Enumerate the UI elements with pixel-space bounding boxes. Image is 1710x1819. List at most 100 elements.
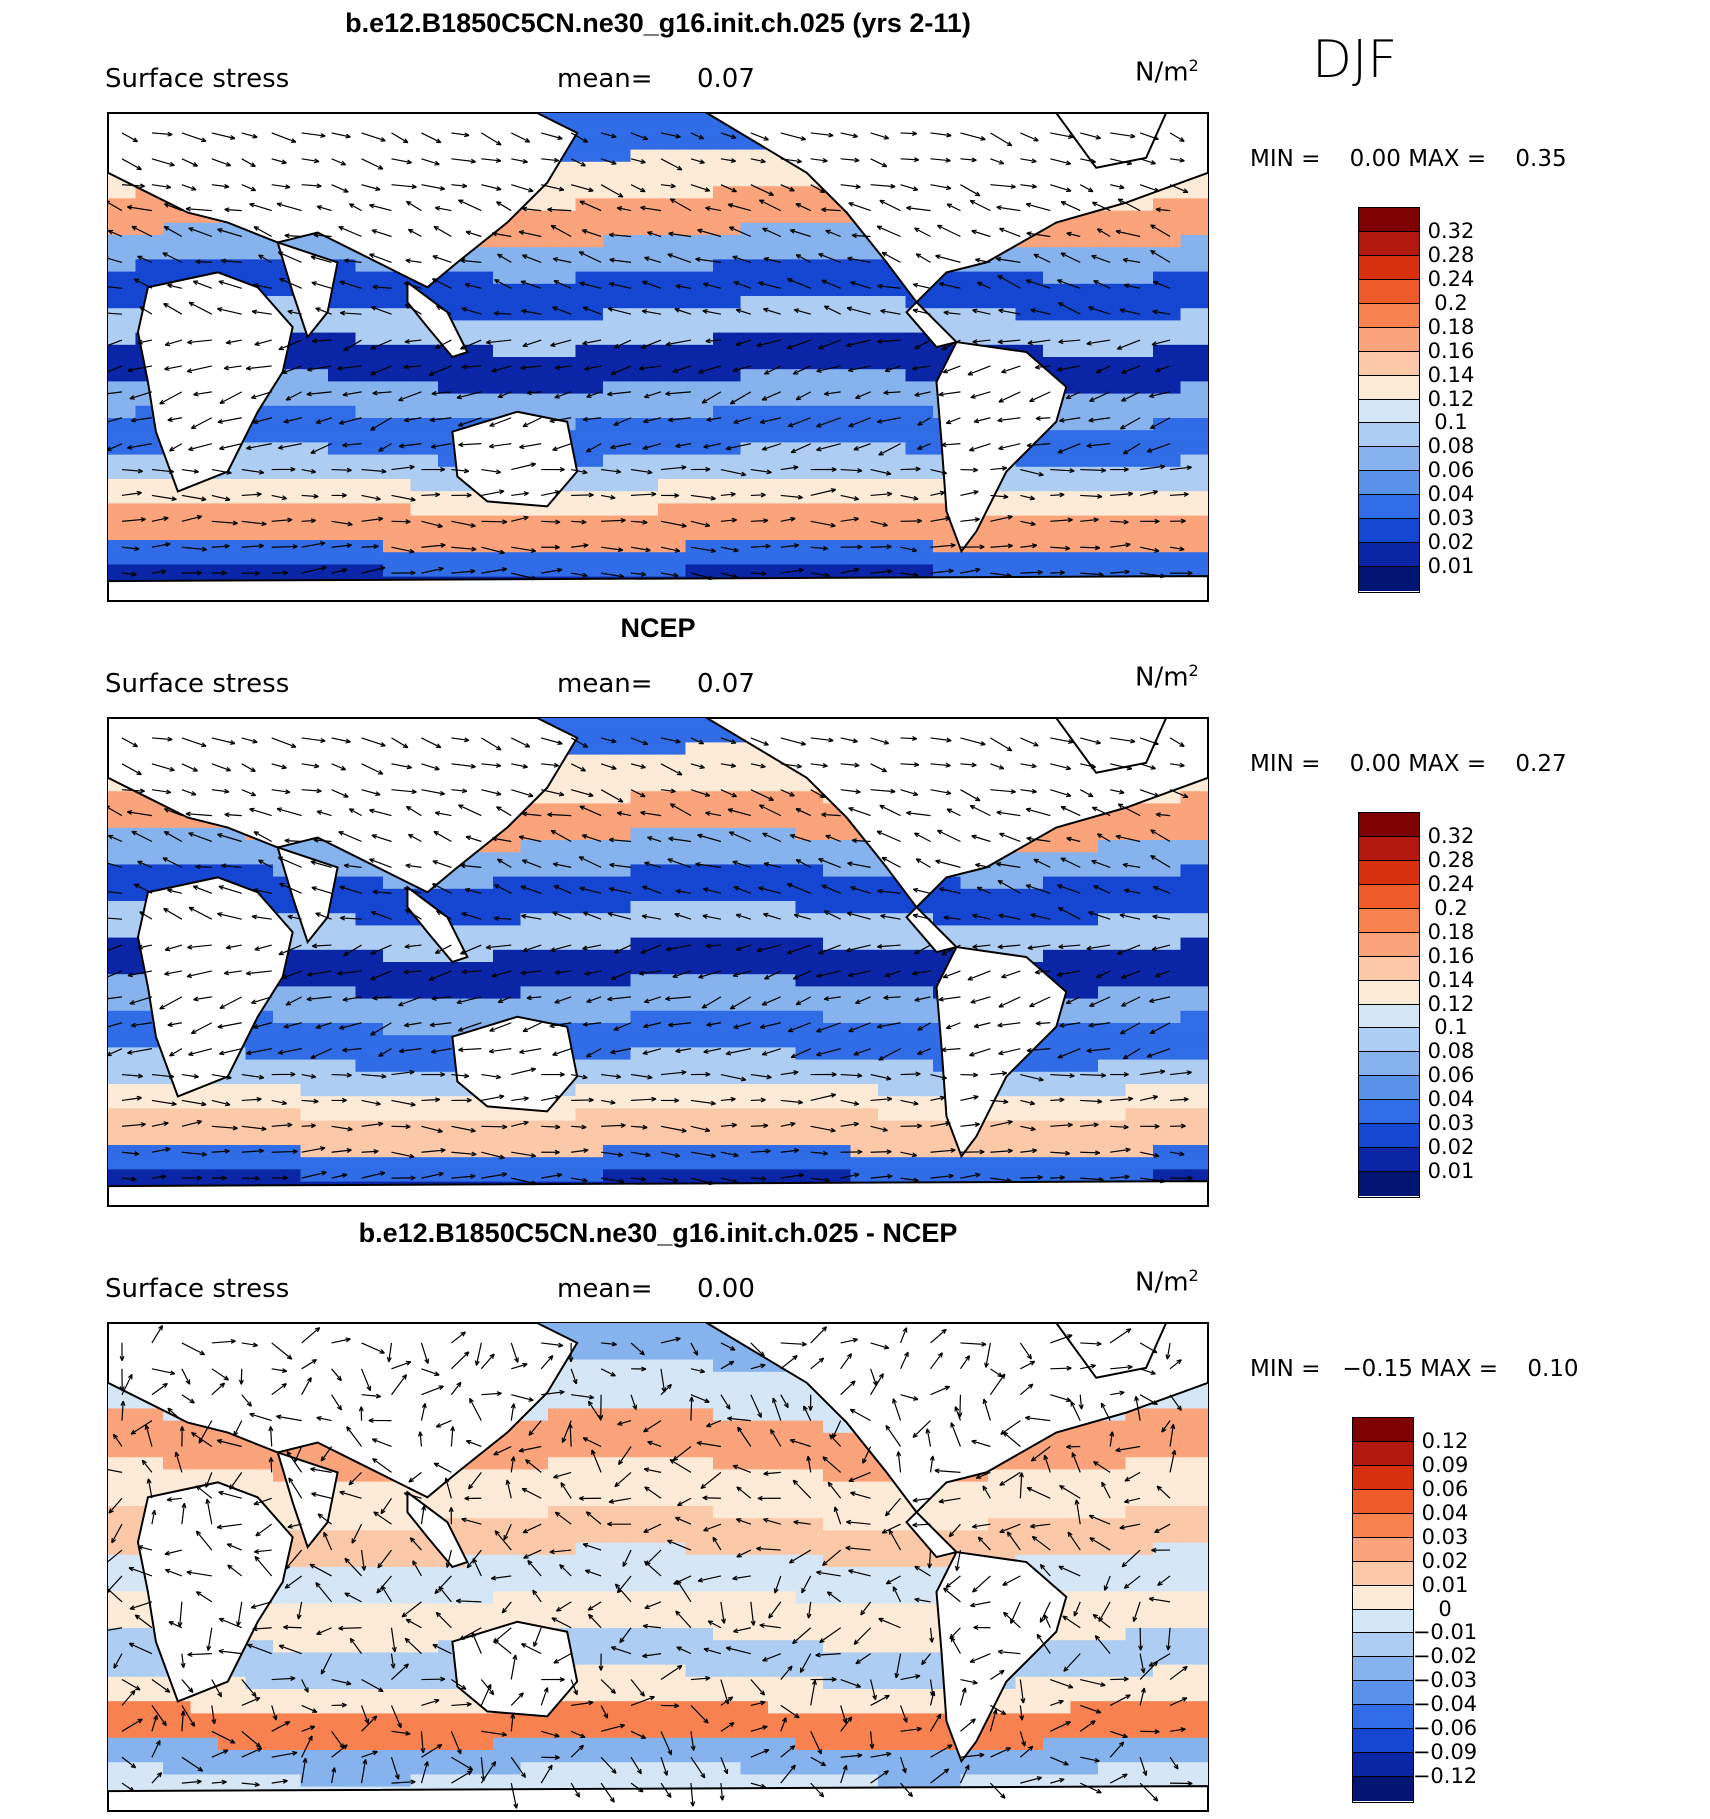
wind-vector-arrow (331, 184, 349, 193)
map-shading-cell (493, 1108, 522, 1122)
map-shading-cell (135, 503, 164, 517)
wind-vector-arrow (429, 417, 452, 423)
wind-vector-arrow (900, 466, 921, 472)
map-shading-cell (410, 381, 439, 395)
wind-vector-arrow (997, 879, 1021, 894)
wind-vector-arrow (279, 882, 302, 894)
map-shading-cell (520, 901, 549, 914)
wind-vector-arrow (481, 519, 508, 525)
map-shading-cell (1125, 840, 1154, 853)
map-shading-cell (630, 527, 659, 541)
map-shading-cell (163, 1132, 192, 1146)
map-shading-cell (658, 998, 687, 1012)
map-shading-cell (1043, 962, 1072, 975)
map-shading-cell (1015, 466, 1044, 480)
map-shading-cell (740, 1035, 769, 1048)
wind-vector-arrow (630, 468, 653, 475)
map-shading-cell (740, 852, 769, 865)
map-shading-cell (1125, 1145, 1154, 1158)
wind-vector-arrow (810, 488, 837, 497)
map-shading-cell (1180, 888, 1208, 902)
map-shading-cell (575, 161, 604, 175)
wind-vector-arrow (404, 338, 422, 344)
map-shading-cell (768, 405, 797, 419)
map-shading-cell (795, 852, 824, 865)
wind-vector-arrow (660, 465, 687, 471)
wind-vector-arrow (1149, 1022, 1171, 1035)
wind-vector-arrow (339, 915, 362, 921)
map-shading-cell (850, 864, 879, 878)
map-shading-cell (520, 283, 549, 297)
wind-vector-arrow (930, 516, 951, 522)
wind-vector-arrow (1152, 309, 1171, 315)
map-shading-cell (850, 1035, 879, 1048)
wind-vector-arrow (878, 443, 901, 456)
map-shading-cell (273, 491, 302, 504)
map-shading-cell (603, 515, 632, 529)
map-shading-cell (768, 1096, 797, 1109)
map-shading-cell (630, 901, 659, 914)
wind-vector-arrow (660, 492, 680, 498)
map-shading-cell (1153, 1420, 1182, 1434)
wind-vector-arrow (369, 417, 392, 431)
map-shading-cell (1015, 852, 1044, 865)
map-shading-cell (603, 803, 632, 817)
map-shading-cell (1098, 357, 1127, 370)
wind-vector-arrow (638, 970, 662, 976)
wind-vector-arrow (582, 911, 602, 920)
map-shading-cell (713, 320, 742, 334)
wind-vector-arrow (786, 883, 811, 894)
map-shading-cell (740, 949, 769, 963)
map-shading-cell (713, 901, 742, 914)
wind-vector-arrow (121, 158, 142, 171)
wind-vector-arrow (840, 516, 859, 522)
wind-vector-arrow (870, 132, 890, 140)
wind-vector-arrow (816, 1048, 841, 1057)
map-shading-cell (768, 1169, 797, 1183)
wind-vector-arrow (876, 225, 901, 238)
map-shading-cell (1125, 1132, 1154, 1146)
map-shading-cell (438, 527, 467, 541)
map-shading-cell (878, 998, 907, 1012)
map-shading-cell (465, 381, 494, 395)
wind-vector-arrow (511, 546, 537, 553)
wind-vector-arrow (271, 570, 288, 576)
map-shading-cell (1180, 222, 1208, 236)
wind-vector-arrow (690, 1099, 716, 1106)
wind-vector-arrow (554, 996, 572, 1004)
map-shading-cell (1125, 442, 1154, 456)
map-shading-cell (108, 827, 137, 841)
wind-vector-arrow (541, 737, 563, 745)
wind-vector-arrow (1080, 571, 1104, 577)
wind-vector-arrow (552, 257, 572, 263)
map-shading-cell (823, 888, 852, 902)
wind-vector-arrow (1169, 157, 1185, 163)
map-shading-cell (355, 949, 384, 963)
map-shading-cell (548, 827, 577, 841)
map-shading-cell (630, 149, 659, 163)
map-shading-cell (300, 937, 329, 951)
map-shading-cell (658, 1323, 687, 1336)
map-shading-cell (575, 344, 604, 358)
map-shading-cell (603, 235, 632, 248)
map-shading-cell (548, 247, 577, 260)
map-shading-cell (190, 1169, 219, 1183)
wind-vector-arrow (211, 183, 230, 189)
wind-vector-arrow (511, 789, 534, 798)
map-shading-cell (658, 742, 687, 756)
map-shading-cell (465, 552, 494, 565)
map-shading-cell (108, 1169, 137, 1183)
wind-vector-arrow (521, 206, 542, 212)
map-shading-cell (328, 369, 357, 382)
map-shading-cell (300, 840, 329, 853)
map-shading-cell (108, 1096, 137, 1109)
wind-vector-arrow (301, 763, 320, 769)
wind-vector-arrow (253, 283, 272, 289)
map-shading-cell (685, 840, 714, 853)
map-shading-cell (1098, 1084, 1127, 1097)
map-shading-cell (740, 405, 769, 419)
wind-vector-arrow (1035, 415, 1051, 421)
map-shading-cell (1070, 247, 1099, 260)
map-shading-cell (548, 925, 577, 939)
wind-vector-arrow (451, 520, 476, 528)
